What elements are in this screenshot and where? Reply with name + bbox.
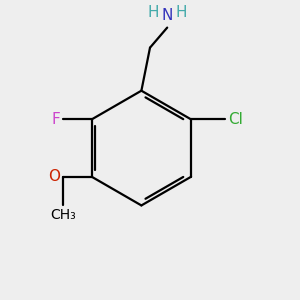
Text: O: O xyxy=(48,169,60,184)
Text: H: H xyxy=(147,4,159,20)
Text: N: N xyxy=(161,8,173,23)
Text: CH₃: CH₃ xyxy=(50,208,76,222)
Text: Cl: Cl xyxy=(228,112,243,127)
Text: F: F xyxy=(51,112,60,127)
Text: H: H xyxy=(176,4,187,20)
